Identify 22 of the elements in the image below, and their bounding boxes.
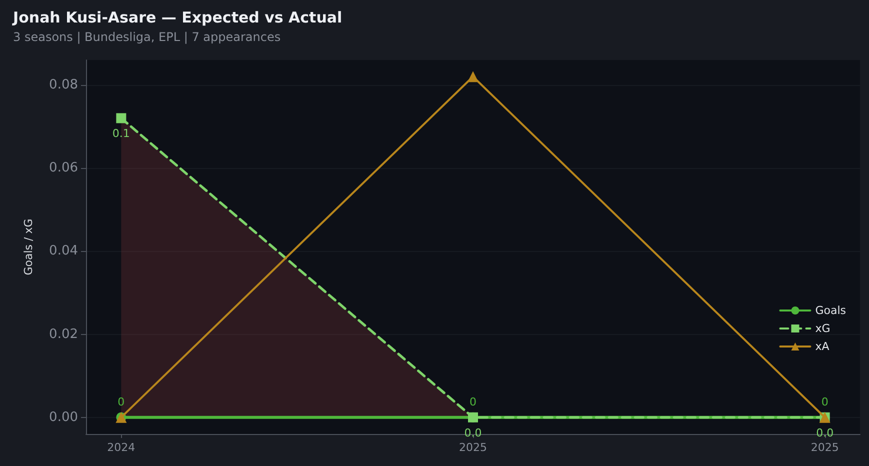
x-tick-label: 2024 [107,441,136,454]
legend-label: xA [815,340,830,353]
data-label: 0.1 [112,127,130,140]
y-tick-label: 0.00 [49,410,78,425]
data-label: 0 [821,395,828,408]
x-tick-label: 2025 [810,441,839,454]
legend-label: xG [815,322,830,335]
point [468,71,478,82]
y-tick-label: 0.02 [49,326,78,342]
y-tick-label: 0.06 [49,160,78,176]
point [116,113,126,124]
data-label: 0 [470,395,476,408]
chart-subtitle: 3 seasons | Bundesliga, EPL | 7 appearances [13,30,281,44]
y-axis-title: Goals / xG [22,218,35,276]
y-tick-label: 0.08 [49,77,78,92]
data-label: 0 [118,395,125,408]
data-label: 0.0 [816,426,834,440]
legend-label: Goals [815,304,846,317]
chart-title: Jonah Kusi-Asare — Expected vs Actual [12,8,342,26]
y-tick-label: 0.04 [49,244,78,259]
data-label: 0.0 [464,426,482,440]
x-tick-label: 2025 [459,441,487,454]
